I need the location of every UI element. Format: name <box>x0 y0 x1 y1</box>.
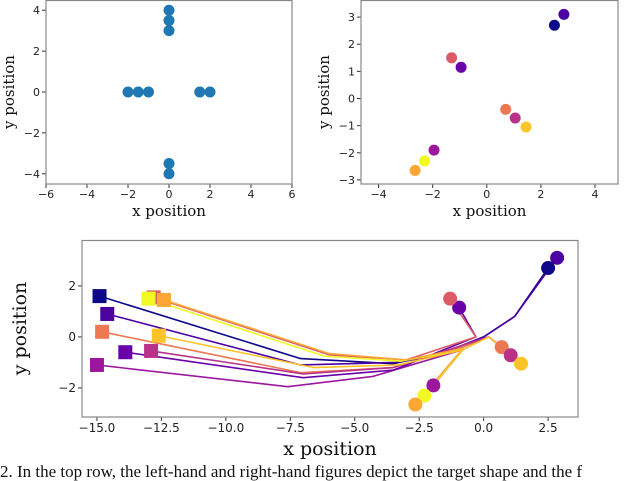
end-circle-marker <box>417 388 432 403</box>
y-tick-label: 0 <box>33 86 40 99</box>
data-point <box>500 103 512 115</box>
data-point <box>446 52 458 64</box>
data-point <box>194 86 206 98</box>
start-square-marker <box>92 289 107 304</box>
x-tick-label: −4 <box>370 188 386 201</box>
y-tick-label: −2 <box>24 127 40 140</box>
x-tick-label: −15.0 <box>79 421 116 435</box>
x-tick-label: 0 <box>483 188 490 201</box>
trajectory-line <box>158 334 522 369</box>
y-tick-label: −2 <box>58 381 76 395</box>
plot-frame <box>45 0 293 185</box>
data-point <box>548 19 560 31</box>
data-point <box>558 8 570 20</box>
start-square-marker <box>89 357 104 372</box>
end-circle-marker <box>426 378 441 393</box>
y-tick-label: 4 <box>33 4 40 17</box>
x-tick-label: −2 <box>120 188 136 201</box>
end-circle-marker <box>408 397 423 412</box>
data-point <box>163 158 175 170</box>
start-square-marker <box>156 292 171 307</box>
start-square-marker <box>144 343 159 358</box>
data-point <box>143 86 154 98</box>
x-tick-label: 6 <box>289 188 296 201</box>
chart-1: −6 −4 −2 0 2 4 6 −4 −2 0 2 4 x position y position <box>0 0 296 220</box>
x-tick-label: 2 <box>207 188 214 201</box>
y-tick-label: 1 <box>348 65 355 78</box>
x-tick-label: 4 <box>248 188 255 201</box>
data-point <box>509 112 521 124</box>
y-tick-label: 2 <box>348 38 355 51</box>
data-point <box>163 168 175 180</box>
start-square-marker <box>95 324 110 339</box>
trajectory-line <box>163 299 464 406</box>
end-circle-marker <box>503 348 518 363</box>
x-axis-label: x position <box>283 438 377 460</box>
y-axis-label: y position <box>0 55 18 130</box>
x-tick-label: 0 <box>166 188 173 201</box>
start-square-marker <box>151 328 166 343</box>
data-point <box>163 4 175 16</box>
x-axis-label: x position <box>453 202 527 220</box>
plot-frame <box>81 239 579 418</box>
data-point <box>132 86 144 98</box>
start-square-marker <box>100 306 115 321</box>
y-tick-label: 3 <box>348 11 355 24</box>
x-tick-label: −4 <box>79 188 95 201</box>
data-point <box>163 25 175 37</box>
end-circle-marker <box>452 300 467 315</box>
y-tick-label: 0 <box>68 330 76 344</box>
trajectory-line <box>99 267 549 365</box>
chart-3: −15.0 −12.5 −10.0 −7.5 −5.0 −2.5 0.0 2.5 −2 0 2 x p… <box>9 239 579 460</box>
x-tick-label: 0.0 <box>474 421 493 435</box>
trajectory-line <box>107 257 558 366</box>
plot-frame <box>360 0 619 185</box>
data-point <box>520 121 532 133</box>
end-circle-marker <box>443 291 458 306</box>
y-axis-label: y position <box>315 55 333 130</box>
data-point <box>409 164 421 176</box>
y-tick-label: −1 <box>339 120 355 133</box>
data-point <box>428 144 440 156</box>
x-tick-label: −5.0 <box>340 421 369 435</box>
x-tick-label: −2 <box>425 188 441 201</box>
y-tick-label: 2 <box>68 279 76 293</box>
y-tick-label: −2 <box>339 147 355 160</box>
trajectories <box>89 250 565 412</box>
x-tick-label: 4 <box>592 188 599 201</box>
data-point <box>455 61 467 73</box>
x-axis-label: x position <box>132 202 206 220</box>
x-tick-label: −6 <box>38 188 54 201</box>
y-tick-label: −3 <box>339 174 355 187</box>
chart-2: −4 −2 0 2 4 −3 −2 −1 0 1 2 3 x position y position <box>315 0 619 220</box>
data-point <box>163 14 175 26</box>
end-circle-marker <box>514 356 529 371</box>
x-tick-label: −12.5 <box>143 421 180 435</box>
end-circle-marker <box>541 261 556 276</box>
data-point <box>419 155 431 167</box>
y-axis-label: y position <box>9 282 31 377</box>
y-tick-label: −4 <box>24 168 40 181</box>
end-circle-marker <box>494 340 509 355</box>
y-tick-label: 2 <box>33 45 40 58</box>
x-tick-label: 2.5 <box>539 421 558 435</box>
x-tick-label: −10.0 <box>207 421 244 435</box>
data-point <box>122 86 134 98</box>
x-tick-label: 2 <box>537 188 544 201</box>
end-circle-marker <box>550 250 565 265</box>
start-square-marker <box>118 345 133 360</box>
figure-caption: 2. In the top row, the left-hand and rig… <box>0 462 583 481</box>
start-square-marker <box>141 291 156 306</box>
x-tick-label: −2.5 <box>405 421 434 435</box>
x-tick-label: −7.5 <box>276 421 305 435</box>
trajectory-line <box>148 297 464 397</box>
data-point <box>204 86 216 98</box>
y-tick-label: 0 <box>348 93 355 106</box>
trajectory-line <box>125 307 477 379</box>
